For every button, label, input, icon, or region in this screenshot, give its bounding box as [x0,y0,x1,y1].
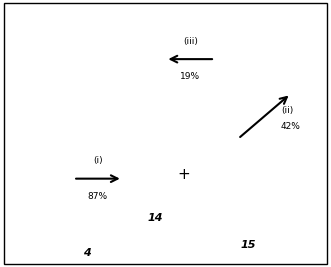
Text: (iii): (iii) [183,37,198,46]
Text: 15: 15 [240,240,256,250]
Text: (ii): (ii) [281,107,293,115]
Text: 87%: 87% [88,192,108,201]
Text: 4: 4 [82,248,90,258]
Text: 14: 14 [148,214,164,223]
Text: 42%: 42% [281,122,301,131]
Text: (i): (i) [93,156,103,165]
Text: +: + [177,167,190,182]
Text: 19%: 19% [180,72,200,81]
